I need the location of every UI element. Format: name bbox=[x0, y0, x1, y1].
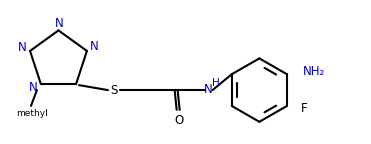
Text: N: N bbox=[29, 81, 37, 94]
Text: N: N bbox=[18, 41, 26, 54]
Text: S: S bbox=[110, 84, 118, 97]
Text: N: N bbox=[89, 40, 98, 53]
Text: F: F bbox=[301, 102, 308, 115]
Text: N: N bbox=[204, 83, 213, 96]
Text: N: N bbox=[55, 17, 64, 30]
Text: NH₂: NH₂ bbox=[303, 65, 325, 78]
Text: O: O bbox=[174, 114, 183, 127]
Text: H: H bbox=[211, 78, 219, 88]
Text: methyl: methyl bbox=[16, 109, 48, 118]
